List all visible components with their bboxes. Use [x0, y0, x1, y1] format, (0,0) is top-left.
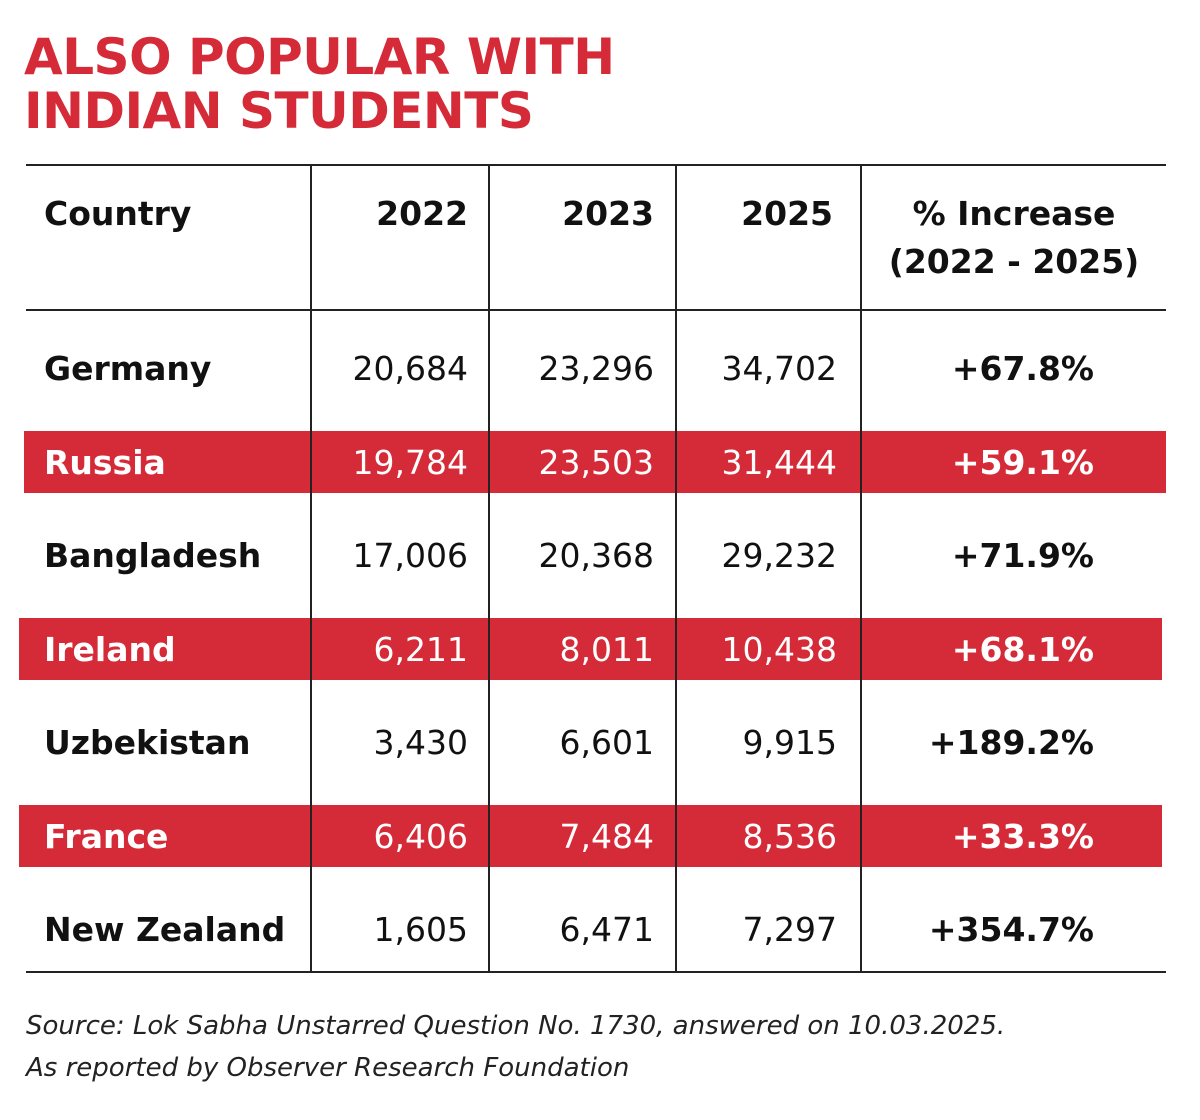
- data-table: Country 2022 2023 2025 % Increase (2022 …: [0, 164, 1200, 973]
- table-row: France 6,406 7,484 8,536 +33.3%: [0, 805, 1200, 867]
- value-2022-cell: 20,684: [352, 348, 468, 388]
- table-row: Russia 19,784 23,503 31,444 +59.1%: [0, 431, 1200, 493]
- header-2025: 2025: [741, 194, 833, 233]
- country-cell: Russia: [44, 442, 166, 482]
- country-cell: New Zealand: [44, 909, 286, 949]
- column-divider: [675, 166, 677, 972]
- value-2023-cell: 23,503: [538, 442, 654, 482]
- title-line-2: INDIAN STUDENTS: [24, 82, 534, 140]
- value-2025-cell: 10,438: [721, 629, 837, 669]
- title-line-1: ALSO POPULAR WITH: [24, 28, 615, 86]
- value-2025-cell: 9,915: [742, 722, 837, 762]
- value-2022-cell: 1,605: [373, 909, 468, 949]
- header-bottom-rule: [26, 309, 1166, 311]
- value-2025-cell: 34,702: [721, 348, 837, 388]
- value-2025-cell: 7,297: [742, 909, 837, 949]
- increase-cell: +67.8%: [951, 348, 1094, 388]
- value-2022-cell: 6,406: [373, 816, 468, 856]
- increase-cell: +189.2%: [928, 722, 1094, 762]
- increase-cell: +33.3%: [951, 816, 1094, 856]
- row-highlight-band: [19, 618, 1162, 680]
- header-2023: 2023: [562, 194, 654, 233]
- country-cell: Uzbekistan: [44, 722, 251, 762]
- country-cell: Bangladesh: [44, 535, 262, 575]
- source-note: Source: Lok Sabha Unstarred Question No.…: [26, 1005, 1176, 1089]
- value-2022-cell: 19,784: [352, 442, 468, 482]
- source-line-2: As reported by Observer Research Foundat…: [26, 1053, 630, 1083]
- value-2023-cell: 8,011: [559, 629, 654, 669]
- table-row: New Zealand 1,605 6,471 7,297 +354.7%: [0, 898, 1200, 960]
- value-2023-cell: 6,601: [559, 722, 654, 762]
- column-divider: [310, 166, 312, 972]
- table-row: Ireland 6,211 8,011 10,438 +68.1%: [0, 618, 1200, 680]
- country-cell: Ireland: [44, 629, 176, 669]
- value-2022-cell: 3,430: [373, 722, 468, 762]
- value-2023-cell: 7,484: [559, 816, 654, 856]
- column-divider: [488, 166, 490, 972]
- table-top-rule: [26, 164, 1166, 166]
- table-row: Germany 20,684 23,296 34,702 +67.8%: [0, 337, 1200, 399]
- value-2025-cell: 8,536: [742, 816, 837, 856]
- row-highlight-band: [19, 805, 1162, 867]
- table-bottom-rule: [26, 971, 1166, 973]
- value-2023-cell: 20,368: [538, 535, 654, 575]
- country-cell: Germany: [44, 348, 212, 388]
- column-divider: [860, 166, 862, 972]
- value-2025-cell: 31,444: [721, 442, 837, 482]
- header-2022: 2022: [376, 194, 468, 233]
- value-2023-cell: 23,296: [538, 348, 654, 388]
- header-increase-label: % Increase: [912, 194, 1116, 233]
- table-row: Bangladesh 17,006 20,368 29,232 +71.9%: [0, 524, 1200, 586]
- value-2022-cell: 6,211: [373, 629, 468, 669]
- value-2022-cell: 17,006: [352, 535, 468, 575]
- source-line-1: Source: Lok Sabha Unstarred Question No.…: [26, 1011, 1006, 1041]
- increase-cell: +68.1%: [951, 629, 1094, 669]
- header-increase: % Increase (2022 - 2025): [862, 166, 1166, 310]
- header-increase-range: (2022 - 2025): [888, 242, 1140, 281]
- country-cell: France: [44, 816, 169, 856]
- increase-cell: +59.1%: [951, 442, 1094, 482]
- table-header-row: Country 2022 2023 2025 % Increase (2022 …: [0, 166, 1200, 310]
- row-highlight-band: [24, 431, 1166, 493]
- table-row: Uzbekistan 3,430 6,601 9,915 +189.2%: [0, 711, 1200, 773]
- page-title: ALSO POPULAR WITH INDIAN STUDENTS: [24, 30, 1164, 138]
- increase-cell: +354.7%: [928, 909, 1094, 949]
- value-2025-cell: 29,232: [721, 535, 837, 575]
- increase-cell: +71.9%: [951, 535, 1094, 575]
- value-2023-cell: 6,471: [559, 909, 654, 949]
- header-country: Country: [44, 194, 192, 233]
